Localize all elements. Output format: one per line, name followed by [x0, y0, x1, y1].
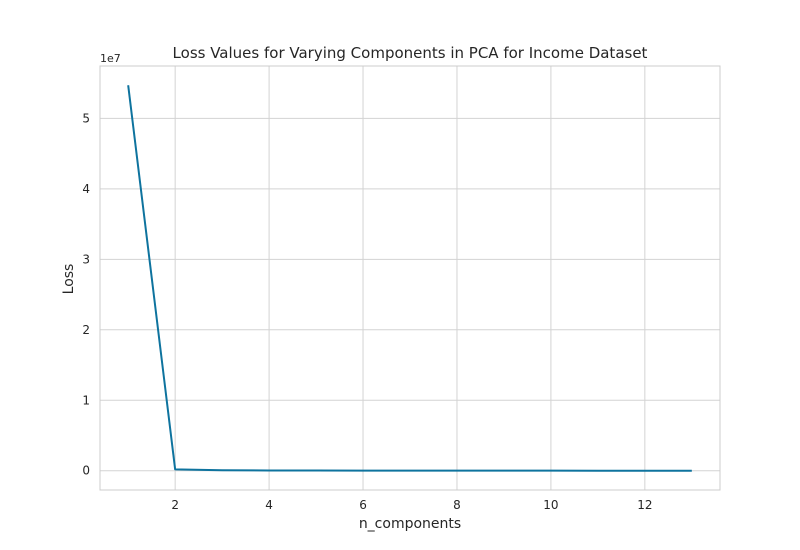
series-layer	[127, 85, 692, 472]
y-tick-label: 1	[82, 393, 90, 407]
x-tick-label: 12	[637, 498, 652, 512]
x-tick-label: 10	[543, 498, 558, 512]
loss-series-line	[127, 85, 692, 472]
y-offset-label: 1e7	[100, 52, 121, 65]
y-tick-label: 3	[82, 252, 90, 266]
y-tick-label: 0	[82, 464, 90, 478]
x-tick-label: 4	[265, 498, 273, 512]
grid	[100, 66, 720, 490]
x-tick-label: 6	[359, 498, 367, 512]
y-tick-label: 4	[82, 182, 90, 196]
chart-title: Loss Values for Varying Components in PC…	[173, 44, 648, 62]
x-tick-label: 8	[453, 498, 461, 512]
y-axis-label: Loss	[61, 264, 77, 295]
y-tick-label: 2	[82, 323, 90, 337]
plot-frame	[99, 65, 721, 491]
x-tick-label: 2	[171, 498, 179, 512]
x-axis-label: n_components	[359, 516, 461, 532]
y-tick-label: 5	[82, 111, 90, 125]
